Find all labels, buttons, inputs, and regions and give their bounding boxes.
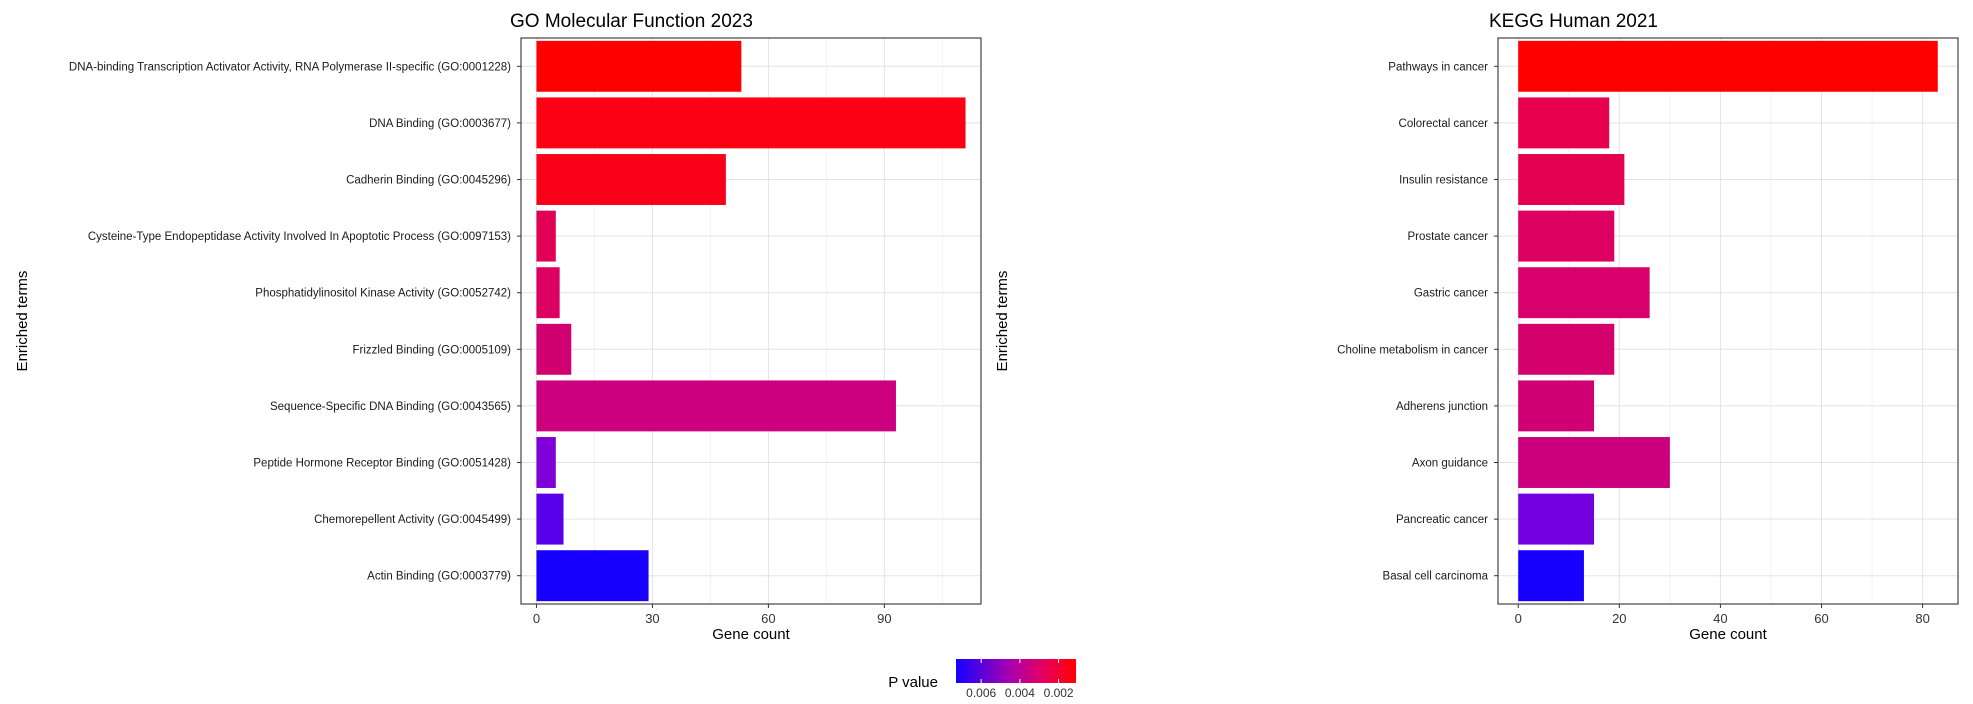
bar xyxy=(1518,154,1625,205)
bar xyxy=(536,493,564,545)
x-axis-title: Gene count xyxy=(1689,626,1767,643)
x-tick-label: 90 xyxy=(877,611,891,626)
category-label: Prostate cancer xyxy=(1407,231,1488,243)
legend-title: P value xyxy=(888,674,938,691)
category-label: Cysteine-Type Endopeptidase Activity Inv… xyxy=(88,231,511,243)
bar xyxy=(536,550,649,602)
panel-title: KEGG Human 2021 xyxy=(1489,11,1658,32)
bar xyxy=(536,97,966,149)
panel-1: GO Molecular Function 2023 DNA-binding Tr… xyxy=(14,11,982,643)
category-label: Basal cell carcinoma xyxy=(1383,571,1489,583)
panel-title: GO Molecular Function 2023 xyxy=(510,11,753,32)
category-label: Chemorepellent Activity (GO:0045499) xyxy=(314,514,511,526)
panel-2: KEGG Human 2021 Pathways in cancer Colorec… xyxy=(994,11,1959,643)
bar xyxy=(536,154,726,205)
bar xyxy=(1518,323,1615,375)
bar xyxy=(1518,437,1670,488)
category-label: Phosphatidylinositol Kinase Activity (GO… xyxy=(255,288,511,300)
category-label: Choline metabolism in cancer xyxy=(1337,344,1488,356)
bar xyxy=(536,380,896,432)
category-label: Insulin resistance xyxy=(1399,175,1488,187)
category-label: Axon guidance xyxy=(1412,458,1488,470)
bar xyxy=(536,323,572,375)
legend-tick-label: 0.006 xyxy=(966,686,996,700)
x-tick-label: 60 xyxy=(1814,611,1828,626)
legend-tick-label: 0.004 xyxy=(1005,686,1035,700)
y-axis-title: Enriched terms xyxy=(994,271,1011,372)
y-axis-title: Enriched terms xyxy=(14,271,31,372)
category-label: Pancreatic cancer xyxy=(1396,514,1488,526)
bar xyxy=(1518,493,1595,545)
x-tick-label: 0 xyxy=(533,611,540,626)
category-label: Adherens junction xyxy=(1396,401,1488,413)
category-label: Cadherin Binding (GO:0045296) xyxy=(346,175,511,187)
p-value-legend: P value 0.006 0.004 0.002 xyxy=(888,659,1076,700)
bar xyxy=(1518,380,1595,432)
panel-border xyxy=(1497,37,1959,605)
category-label: Colorectal cancer xyxy=(1399,118,1489,130)
category-label: DNA Binding (GO:0003677) xyxy=(369,118,511,130)
category-label: Sequence-Specific DNA Binding (GO:004356… xyxy=(270,401,511,413)
panel-border xyxy=(520,37,982,605)
x-tick-label: 20 xyxy=(1612,611,1626,626)
bar xyxy=(536,267,560,319)
category-label: Peptide Hormone Receptor Binding (GO:005… xyxy=(253,458,511,470)
category-label: DNA-binding Transcription Activator Acti… xyxy=(69,61,511,73)
category-label: Actin Binding (GO:0003779) xyxy=(367,571,511,583)
legend-tick-label: 0.002 xyxy=(1044,686,1074,700)
bar xyxy=(536,40,742,92)
x-tick-label: 40 xyxy=(1713,611,1727,626)
legend-ticks: 0.006 0.004 0.002 xyxy=(966,659,1074,700)
x-axis-title: Gene count xyxy=(712,626,790,643)
bar xyxy=(536,437,556,488)
x-tick-label: 0 xyxy=(1515,611,1522,626)
bar xyxy=(1518,550,1584,602)
legend-colorbar xyxy=(956,659,1076,683)
bar xyxy=(536,210,556,262)
category-label: Frizzled Binding (GO:0005109) xyxy=(352,344,511,356)
x-tick-label: 30 xyxy=(645,611,659,626)
bar xyxy=(1518,40,1938,92)
x-tick-label: 60 xyxy=(761,611,775,626)
bar xyxy=(1518,267,1650,319)
bar xyxy=(1518,210,1615,262)
category-label: Gastric cancer xyxy=(1414,288,1488,300)
x-tick-label: 80 xyxy=(1915,611,1929,626)
chart-panels: GO Molecular Function 2023 DNA-binding Tr… xyxy=(14,11,1959,643)
bar xyxy=(1518,97,1610,149)
category-label: Pathways in cancer xyxy=(1388,61,1488,73)
